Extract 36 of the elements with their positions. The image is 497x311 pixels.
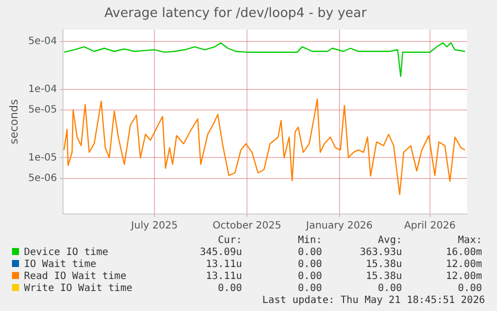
text: 0.00 [456, 283, 482, 295]
text: 13.11u [204, 271, 242, 283]
text: 0.00 [296, 247, 322, 259]
x-tick-label: October 2025 [212, 220, 282, 232]
text: Max: [456, 235, 482, 247]
text: 12.00m [444, 259, 482, 271]
text: 15.38u [364, 259, 402, 271]
text: 363.93u [358, 247, 402, 259]
text: 13.11u [204, 259, 242, 271]
y-tick-label: 5e-04 [28, 36, 58, 48]
text: 0.00 [296, 259, 322, 271]
legend-label: Read IO Wait time [23, 271, 128, 283]
y-tick-label: 5e-06 [28, 172, 58, 184]
chart-title: Average latency for /dev/loop4 - by year [104, 6, 368, 22]
text: 16.00m [444, 247, 482, 259]
text: 0.00 [296, 271, 322, 283]
text: Avg: [376, 235, 402, 247]
y-tick-label: 1e-04 [28, 84, 58, 95]
legend-label: Write IO Wait time [23, 283, 134, 295]
text: 12.00m [444, 271, 482, 283]
y-tick-label: 5e-05 [28, 104, 58, 116]
legend-label: IO Wait time [23, 259, 98, 271]
text: 15.38u [364, 271, 402, 283]
text: 0.00 [296, 283, 322, 295]
x-tick-label: April 2026 [404, 220, 456, 232]
text: Min: [296, 235, 322, 247]
x-tick-label: July 2025 [130, 220, 178, 232]
legend-label: Device IO time [23, 247, 110, 259]
text: 0.00 [376, 283, 402, 295]
x-tick-label: January 2026 [305, 220, 373, 232]
y-axis-title: seconds [7, 99, 20, 144]
text: 345.09u [198, 247, 242, 259]
text: 0.00 [216, 283, 242, 295]
text: Cur: [216, 235, 242, 247]
y-tick-label: 1e-05 [28, 152, 58, 164]
text: Last update: Thu May 21 18:45:51 2026 [261, 295, 485, 306]
